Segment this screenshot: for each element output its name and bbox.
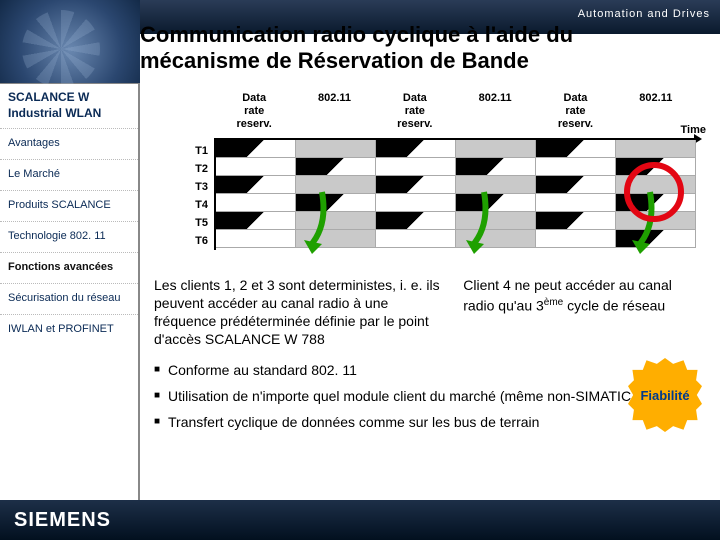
chart-header-2: Dataratereserv.	[375, 92, 455, 138]
chart-cell	[216, 158, 296, 176]
chart-cell	[456, 140, 536, 158]
chart-cell	[536, 230, 616, 248]
chart-row-labels: T1T2T3T4T5T6	[154, 142, 214, 250]
topband-tag: Automation and Drives	[578, 8, 710, 20]
chart-cell	[216, 176, 296, 194]
chart-cell	[296, 194, 376, 212]
sidebar-title-1: SCALANCE W	[0, 84, 138, 106]
chart-row-label-2: T3	[154, 178, 214, 196]
chart-cell	[376, 194, 456, 212]
chart-cell	[296, 140, 376, 158]
chart-header-1: 802.11	[294, 92, 374, 138]
sidebar: SCALANCE W Industrial WLAN Avantages Le M…	[0, 84, 140, 500]
chart-row-label-4: T5	[154, 214, 214, 232]
title-line1: Communication radio cyclique à l'aide du	[140, 22, 710, 48]
body-right-post: cycle de réseau	[563, 298, 665, 314]
page-title: Communication radio cyclique à l'aide du…	[140, 22, 710, 84]
chart-cell	[296, 176, 376, 194]
chart-cell	[376, 230, 456, 248]
chart-cell	[456, 158, 536, 176]
chart-row-label-3: T4	[154, 196, 214, 214]
body-text: Les clients 1, 2 et 3 sont deterministes…	[154, 276, 706, 348]
chart-header-0: Dataratereserv.	[214, 92, 294, 138]
chart-cell	[216, 140, 296, 158]
badge-label: Fiabilité	[640, 388, 689, 403]
sidebar-item-5[interactable]: Sécurisation du réseau	[0, 283, 138, 308]
chart-cell	[376, 140, 456, 158]
footer-brand: SIEMENS	[14, 509, 111, 532]
timing-chart: Dataratereserv.802.11Dataratereserv.802.…	[154, 92, 706, 262]
logo-graphic	[0, 0, 140, 84]
sidebar-title-2: Industrial WLAN	[0, 106, 138, 122]
sidebar-item-2[interactable]: Produits SCALANCE	[0, 190, 138, 215]
sidebar-item-6[interactable]: IWLAN et PROFINET	[0, 314, 138, 339]
sidebar-item-3[interactable]: Technologie 802. 11	[0, 221, 138, 246]
sidebar-item-1[interactable]: Le Marché	[0, 159, 138, 184]
chart-cell	[536, 158, 616, 176]
chart-cell	[376, 212, 456, 230]
title-line2: mécanisme de Réservation de Bande	[140, 48, 710, 74]
body-right-sup: ème	[544, 297, 563, 308]
chart-cell	[296, 230, 376, 248]
chart-cell	[456, 194, 536, 212]
footer-bar: SIEMENS	[0, 500, 720, 540]
body-left: Les clients 1, 2 et 3 sont deterministes…	[154, 276, 445, 348]
chart-cell	[456, 176, 536, 194]
chart-row-label-1: T2	[154, 160, 214, 178]
bullet-3: Transfert cyclique de données comme sur …	[154, 412, 706, 432]
chart-cell	[376, 176, 456, 194]
body-right: Client 4 ne peut accéder au canal radio …	[463, 276, 706, 348]
chart-cell	[216, 230, 296, 248]
bullet-1: Conforme au standard 802. 11	[154, 360, 706, 380]
chart-row-label-5: T6	[154, 232, 214, 250]
bullet-2: Utilisation de n'importe quel module cli…	[154, 386, 706, 406]
axis-label: Time	[681, 124, 706, 136]
chart-cell	[536, 194, 616, 212]
chart-cell	[216, 212, 296, 230]
chart-cell	[376, 158, 456, 176]
chart-cell	[616, 140, 696, 158]
content-area: Dataratereserv.802.11Dataratereserv.802.…	[140, 84, 720, 500]
sidebar-item-4[interactable]: Fonctions avancées	[0, 252, 138, 277]
chart-header-3: 802.11	[455, 92, 535, 138]
chart-cell	[216, 194, 296, 212]
chart-header-4: Dataratereserv.	[535, 92, 615, 138]
sidebar-item-0[interactable]: Avantages	[0, 128, 138, 153]
highlight-circle	[624, 162, 684, 222]
chart-cell	[536, 212, 616, 230]
bullet-list: Conforme au standard 802. 11 Utilisation…	[154, 360, 706, 432]
chart-cell	[456, 230, 536, 248]
chart-cell	[296, 158, 376, 176]
chart-cell	[296, 212, 376, 230]
chart-row-label-0: T1	[154, 142, 214, 160]
chart-cell	[536, 176, 616, 194]
chart-cell	[536, 140, 616, 158]
chart-cell	[616, 230, 696, 248]
chart-cell	[456, 212, 536, 230]
